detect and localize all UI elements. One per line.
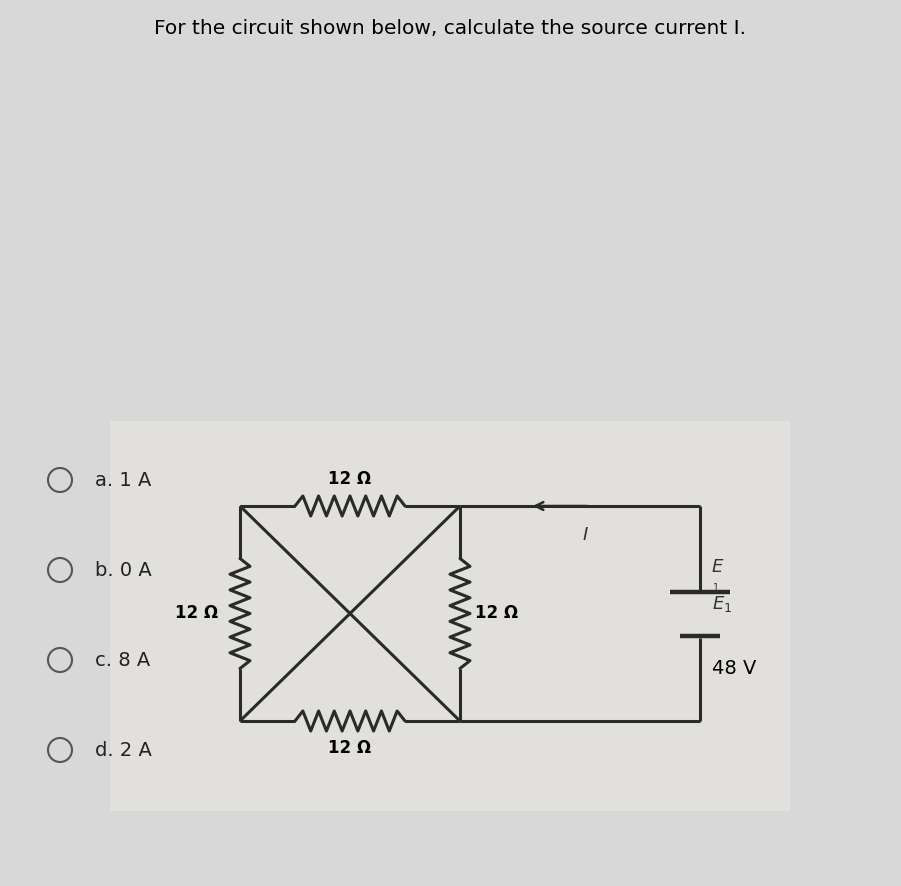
Text: a. 1 A: a. 1 A: [95, 470, 151, 489]
Text: 48 V: 48 V: [712, 659, 756, 678]
Text: $_1$: $_1$: [712, 579, 719, 594]
Text: 12 Ω: 12 Ω: [329, 470, 371, 488]
Text: 12 Ω: 12 Ω: [175, 604, 218, 623]
Bar: [110, 421, 790, 811]
Text: 12 Ω: 12 Ω: [475, 604, 518, 623]
Text: E: E: [712, 558, 724, 577]
Text: For the circuit shown below, calculate the source current I.: For the circuit shown below, calculate t…: [154, 19, 746, 37]
Text: $E_1$: $E_1$: [712, 594, 733, 613]
Text: b. 0 A: b. 0 A: [95, 561, 151, 579]
Text: 12 Ω: 12 Ω: [329, 739, 371, 757]
Text: d. 2 A: d. 2 A: [95, 741, 152, 759]
Text: c. 8 A: c. 8 A: [95, 650, 150, 670]
Text: I: I: [582, 526, 587, 544]
